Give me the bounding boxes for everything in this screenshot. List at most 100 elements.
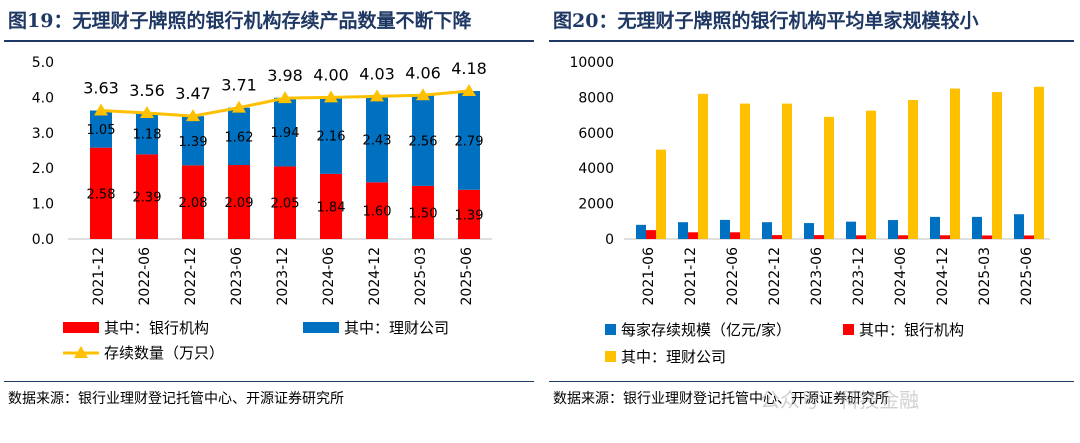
bar-wealth-company — [992, 92, 1002, 239]
bar-bank — [898, 235, 908, 239]
y-tick-label: 0 — [605, 232, 614, 248]
bar-bank — [136, 154, 158, 239]
bar-per-institution-scale — [804, 223, 814, 239]
bar-wealth-company — [182, 116, 204, 166]
data-label-total: 4.06 — [405, 63, 441, 82]
data-label-bank: 2.08 — [179, 196, 208, 211]
x-tick-label: 2024-06 — [321, 247, 337, 306]
left-title-rule — [4, 40, 534, 42]
data-label-bank: 1.60 — [363, 205, 392, 220]
y-tick-label: 6000 — [578, 126, 614, 142]
x-tick-label: 2022-12 — [183, 247, 199, 306]
bar-wealth-company — [320, 97, 342, 174]
right-source-note: 数据来源：银行业理财登记托管中心、开源证券研究所 — [553, 391, 889, 407]
bar-wealth-company — [136, 112, 158, 155]
x-tick-label: 2023-06 — [229, 247, 245, 306]
data-label-bank: 2.09 — [225, 196, 254, 211]
data-label-bank: 2.58 — [87, 187, 116, 202]
x-tick-label: 2021-12 — [683, 247, 699, 306]
left-source-note: 数据来源：银行业理财登记托管中心、开源证券研究所 — [8, 391, 344, 407]
right-chart: 0 2000 4000 6000 8000 10000 2021-06 2021-12 2022… — [569, 55, 1050, 366]
bar-bank — [90, 147, 112, 239]
x-tick-label: 2022-06 — [137, 247, 153, 306]
watermark: 公众号 · 科技金融 — [760, 388, 920, 412]
bar-per-institution-scale — [678, 222, 688, 239]
bar-bank — [940, 235, 950, 239]
y-tick-label: 2.0 — [32, 161, 54, 177]
line-marker — [370, 89, 384, 102]
data-label-bank: 2.39 — [133, 191, 162, 206]
x-tick-label: 2021-06 — [641, 247, 657, 306]
legend-swatch-per-institution-scale — [605, 324, 616, 335]
line-marker — [278, 91, 292, 104]
left-figure-title: 图19：无理财子牌照的银行机构存续产品数量不断下降 — [8, 10, 472, 32]
line-marker — [416, 88, 430, 101]
bar-bank — [320, 173, 342, 239]
bar-bank — [646, 230, 656, 239]
y-tick-label: 0.0 — [32, 232, 54, 248]
y-tick-label: 10000 — [569, 55, 614, 71]
data-label-bank: 2.05 — [271, 197, 300, 212]
bar-bank — [274, 166, 296, 239]
x-tick-label: 2023-06 — [809, 247, 825, 306]
bar-per-institution-scale — [1014, 214, 1024, 239]
bar-bank — [772, 235, 782, 239]
right-figure-title: 图20：无理财子牌照的银行机构平均单家规模较小 — [553, 10, 979, 32]
data-label-total: 3.98 — [267, 66, 303, 85]
x-tick-label: 2021-12 — [91, 247, 107, 306]
x-tick-label: 2023-12 — [851, 247, 867, 306]
bar-bank — [688, 232, 698, 239]
bar-bank — [982, 235, 992, 239]
x-tick-label: 2024-06 — [893, 247, 909, 306]
bar-wealth-company — [698, 93, 708, 239]
x-tick-label: 2025-03 — [977, 247, 993, 306]
bar-bank — [1024, 235, 1034, 239]
bar-wealth-company — [950, 88, 960, 239]
legend-swatch-wealth-company — [605, 351, 616, 362]
bar-per-institution-scale — [930, 216, 940, 239]
bar-wealth-company — [1034, 86, 1044, 239]
bar-bank — [412, 185, 434, 239]
bar-wealth-company — [228, 107, 250, 166]
bar-wealth-company — [824, 116, 834, 239]
bar-wealth-company — [90, 110, 112, 148]
y-tick-label: 2000 — [578, 197, 614, 213]
data-label-wealth-company: 2.79 — [455, 134, 484, 149]
legend-swatch-bank — [63, 322, 99, 333]
legend-label-per-institution-scale: 每家存续规模（亿元/家） — [621, 321, 791, 339]
data-label-wealth-company: 1.05 — [87, 123, 116, 138]
right-title-rule — [549, 40, 1074, 42]
bar-per-institution-scale — [762, 222, 772, 239]
line-marker — [324, 90, 338, 103]
bar-wealth-company — [866, 110, 876, 239]
bar-bank — [856, 235, 866, 239]
data-label-bank: 1.39 — [455, 208, 484, 223]
data-label-wealth-company: 2.16 — [317, 130, 346, 145]
x-tick-label: 2022-06 — [725, 247, 741, 306]
line-marker — [140, 105, 154, 118]
bar-bank — [458, 189, 480, 239]
data-label-total: 3.56 — [129, 81, 165, 100]
legend-label-bank: 其中：银行机构 — [104, 319, 209, 337]
data-label-wealth-company: 1.18 — [133, 128, 162, 143]
x-tick-label: 2025-06 — [459, 247, 475, 306]
bar-wealth-company — [274, 97, 296, 167]
y-tick-label: 8000 — [578, 90, 614, 106]
data-label-wealth-company: 1.39 — [179, 135, 208, 150]
bar-per-institution-scale — [636, 224, 646, 239]
bar-wealth-company — [656, 149, 666, 239]
bar-wealth-company — [908, 100, 918, 240]
data-label-total: 3.47 — [175, 84, 211, 103]
legend-label-bank: 其中：银行机构 — [859, 321, 964, 339]
bar-wealth-company — [740, 103, 750, 239]
legend-label-wealth-company: 其中：理财公司 — [344, 319, 449, 337]
data-label-total: 3.71 — [221, 76, 257, 95]
bar-per-institution-scale — [888, 220, 898, 239]
y-tick-label: 4000 — [578, 161, 614, 177]
y-tick-label: 4.0 — [32, 90, 54, 106]
legend-label-line: 存续数量（万只） — [104, 344, 224, 362]
data-label-total: 4.18 — [451, 59, 487, 78]
x-tick-label: 2023-12 — [275, 247, 291, 306]
left-chart: 0.0 1.0 2.0 3.0 4.0 5.0 2.58 1.05 2021-12 2.39 1.1… — [32, 55, 492, 362]
bar-wealth-company — [412, 95, 434, 186]
